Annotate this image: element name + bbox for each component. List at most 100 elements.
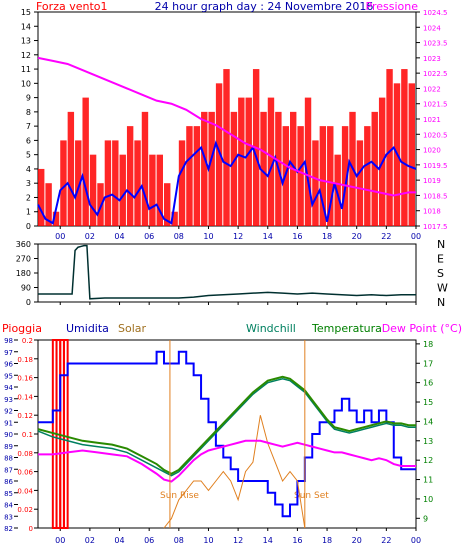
direction-compass-letter: S [437, 267, 444, 280]
wind-gust-bar [112, 140, 119, 226]
wind-direction-line [38, 244, 416, 300]
pressure-y-tick-label: 1024.5 [423, 9, 448, 17]
wind-y-tick-label: 4 [26, 165, 31, 174]
x-tick-label-bottom: 20 [352, 536, 362, 545]
wind-y-tick-label: 3 [26, 179, 31, 188]
wind-gust-bar [215, 83, 223, 226]
x-tick-label-top: 18 [322, 232, 332, 241]
wind-gust-bar [223, 69, 230, 226]
humidity-y-tick-label: 90 [4, 431, 13, 439]
wind-gust-bar [89, 154, 97, 226]
x-tick-label-top: 16 [292, 232, 302, 241]
wind-label: Forza vento1 [36, 0, 108, 13]
pressure-y-tick-label: 1019 [423, 177, 441, 185]
wind-gust-bar [186, 126, 193, 226]
dewpoint-label: Dew Point (°C) [382, 322, 462, 335]
wind-gust-bar [371, 111, 378, 226]
pressure-y-tick-label: 1021.5 [423, 101, 448, 109]
rain-y-tick-label: 0.04 [17, 487, 33, 495]
direction-y-tick-label: 180 [16, 269, 31, 278]
wind-y-tick-label: 5 [26, 151, 31, 160]
x-tick-label-top: 12 [233, 232, 243, 241]
x-tick-label-top: 00 [411, 232, 421, 241]
wind-gust-bar [364, 126, 371, 226]
rain-y-tick-label: 0.02 [17, 506, 33, 514]
solar-label: Solar [118, 322, 147, 335]
wind-gust-bar [260, 111, 267, 226]
temperature-y-tick-label: 15 [423, 398, 433, 407]
x-tick-label-bottom: 14 [263, 536, 273, 545]
wind-gust-bar [60, 140, 67, 226]
wind-gust-bar [267, 97, 275, 226]
humidity-y-tick-label: 83 [4, 513, 13, 521]
rain-y-tick-label: 0.06 [17, 469, 33, 477]
pressure-label: Pressione [366, 0, 419, 13]
wind-gust-bar [297, 126, 304, 226]
direction-compass-letter: W [437, 282, 448, 295]
wind-gust-bar [171, 211, 178, 226]
wind-y-tick-label: 1 [26, 208, 31, 217]
rain-y-tick-label: 0 [29, 525, 33, 533]
x-tick-label-bottom: 04 [114, 536, 124, 545]
x-tick-label-bottom: 00 [411, 536, 421, 545]
humidity-y-tick-label: 91 [4, 419, 13, 427]
temperature-line [37, 375, 416, 475]
rain-y-tick-label: 0.14 [17, 393, 33, 401]
rain-y-tick-label: 0.18 [17, 356, 33, 364]
wind-gust-bar [75, 140, 82, 226]
pressure-y-tick-label: 1022.5 [423, 70, 448, 78]
rain-y-tick-label: 0.16 [17, 375, 33, 383]
temperature-y-tick-label: 13 [423, 437, 433, 446]
pressure-y-tick-label: 1019.5 [423, 162, 448, 170]
x-tick-label-bottom: 06 [144, 536, 154, 545]
humidity-y-tick-label: 96 [4, 361, 13, 369]
wind-y-tick-label: 13 [21, 37, 31, 46]
dewpoint-line [38, 439, 416, 483]
humidity-y-tick-label: 89 [4, 443, 13, 451]
direction-compass-letter: N [437, 296, 445, 309]
humidity-label: Umidita [66, 322, 109, 335]
pressure-y-tick-label: 1020 [423, 147, 441, 155]
wind-gust-bar [312, 140, 319, 226]
x-tick-label-top: 06 [144, 232, 154, 241]
wind-average-line [37, 140, 417, 225]
x-tick-label-top: 00 [55, 232, 65, 241]
x-tick-label-bottom: 12 [233, 536, 243, 545]
wind-gust-bar [67, 111, 75, 226]
wind-y-tick-label: 15 [21, 8, 31, 17]
x-tick-label-bottom: 02 [85, 536, 95, 545]
direction-y-tick-label: 90 [21, 284, 31, 293]
wind-gust-bar [230, 111, 238, 226]
humidity-y-tick-label: 93 [4, 396, 13, 404]
pressure-y-tick-label: 1017.5 [423, 223, 448, 231]
humidity-y-tick-label: 87 [4, 466, 13, 474]
x-tick-label-top: 22 [381, 232, 391, 241]
x-tick-label-top: 04 [114, 232, 124, 241]
direction-y-tick-label: 270 [16, 255, 31, 264]
pressure-y-tick-label: 1021 [423, 116, 441, 124]
x-tick-label-bottom: 18 [322, 536, 332, 545]
climate-plot-area [37, 339, 417, 529]
humidity-y-tick-label: 85 [4, 490, 13, 498]
x-tick-label-bottom: 22 [381, 536, 391, 545]
temperature-y-tick-label: 17 [423, 359, 433, 368]
temperature-label: Temperatura [311, 322, 382, 335]
temperature-y-tick-label: 16 [423, 379, 433, 388]
pressure-y-tick-label: 1018.5 [423, 192, 448, 200]
wind-gust-bar [164, 183, 171, 226]
direction-plot-area [37, 243, 417, 303]
wind-gust-bar [334, 154, 341, 226]
wind-y-tick-label: 2 [26, 193, 31, 202]
pressure-y-tick-label: 1018 [423, 208, 441, 216]
direction-y-tick-label: 0 [26, 298, 31, 307]
wind-gust-bar [319, 126, 327, 226]
temperature-y-tick-label: 9 [423, 514, 428, 523]
rain-y-tick-label: 0.08 [17, 450, 33, 458]
solar-line [163, 415, 306, 529]
wind-y-tick-label: 9 [26, 94, 31, 103]
humidity-y-tick-label: 92 [4, 408, 13, 416]
pressure-y-tick-label: 1022 [423, 85, 441, 93]
wind-gust-bar [38, 168, 45, 226]
